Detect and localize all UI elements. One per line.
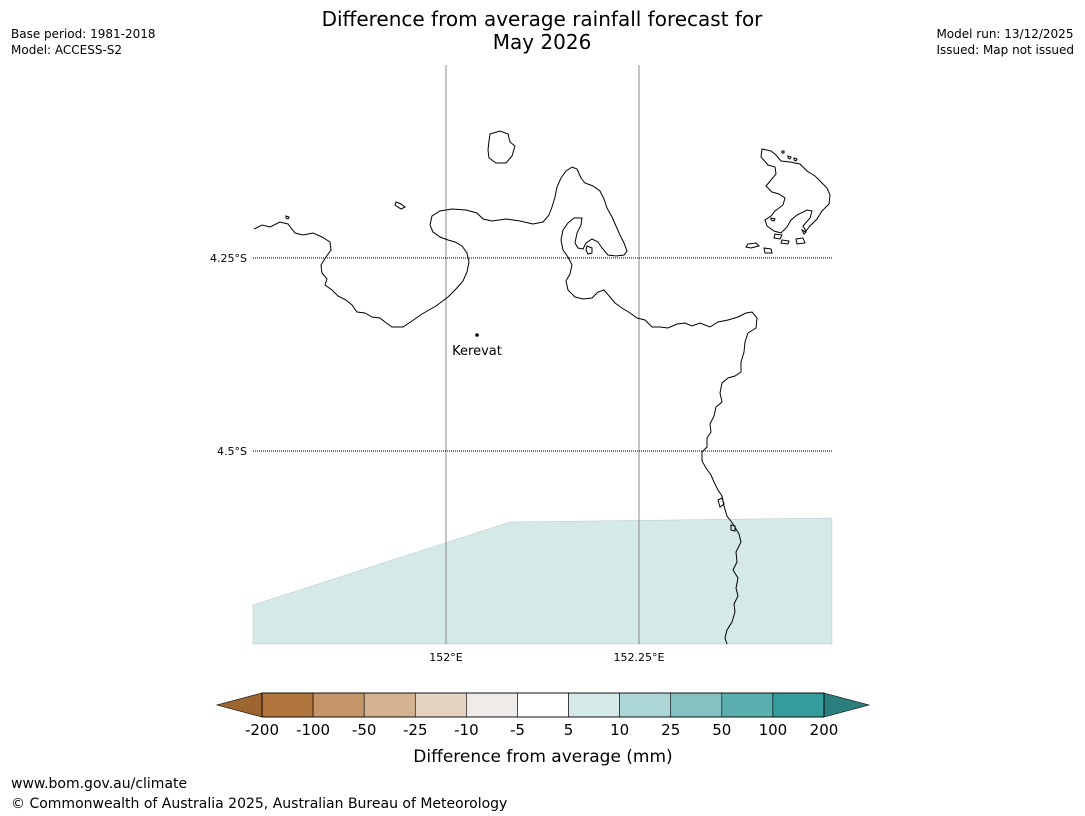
colorbar-bin bbox=[466, 692, 518, 718]
colorbar-extend-left bbox=[215, 692, 263, 718]
meta-right: Model run: 13/12/2025 Issued: Map not is… bbox=[936, 26, 1074, 58]
colorbar-ticks: -200 -100 -50 -25 -10 -5 5 10 25 50 100 200 bbox=[245, 721, 838, 739]
map-title: Difference from average rainfall forecas… bbox=[242, 8, 842, 54]
colorbar-tick-label: -200 bbox=[245, 721, 279, 739]
islet-bay bbox=[585, 245, 593, 255]
islet-tiny bbox=[285, 215, 290, 220]
colorbar-tick-label: -10 bbox=[454, 721, 479, 739]
islet-coast-2 bbox=[730, 524, 736, 532]
colorbar-bin bbox=[261, 692, 314, 718]
footer-url[interactable]: www.bom.gov.au/climate bbox=[11, 776, 188, 792]
islet-east-6 bbox=[745, 242, 760, 249]
colorbar-tick-label: -50 bbox=[352, 721, 377, 739]
colorbar-bin bbox=[414, 692, 467, 718]
colorbar-tick-label: -25 bbox=[403, 721, 428, 739]
colorbar-bin bbox=[721, 692, 774, 718]
islet-east-9 bbox=[795, 237, 806, 245]
colorbar-label: Difference from average (mm) bbox=[413, 747, 672, 767]
islet-east-4 bbox=[770, 217, 776, 222]
colorbar-bin bbox=[312, 692, 365, 718]
islet-east-5 bbox=[773, 233, 783, 240]
colorbar-frame bbox=[261, 692, 825, 718]
islet-east-8 bbox=[780, 239, 790, 245]
islet-east-2 bbox=[787, 155, 792, 160]
islet-east-10 bbox=[800, 228, 807, 235]
islet-west bbox=[394, 201, 406, 210]
colorbar-extend-right bbox=[823, 692, 871, 718]
kerevat-marker bbox=[475, 333, 479, 337]
island-east-main bbox=[760, 148, 831, 234]
footer-copyright: © Commonwealth of Australia 2025, Austra… bbox=[11, 796, 508, 812]
coastline bbox=[253, 130, 831, 645]
colorbar-bin bbox=[619, 692, 672, 718]
islet-east-1 bbox=[781, 150, 785, 154]
colorbar-bin bbox=[517, 692, 569, 718]
colorbar-bin bbox=[772, 692, 825, 718]
islet-east-3 bbox=[793, 157, 798, 162]
colorbar-tick-label: -5 bbox=[510, 721, 525, 739]
lat-label-4-5: 4.5°S bbox=[217, 445, 247, 458]
colorbar-tick-label: 200 bbox=[810, 721, 839, 739]
islet-east-7 bbox=[763, 247, 773, 254]
meta-left: Base period: 1981-2018 Model: ACCESS-S2 bbox=[11, 26, 156, 58]
kerevat-label: Kerevat bbox=[452, 344, 502, 359]
colorbar-bin bbox=[363, 692, 416, 718]
lon-label-152: 152°E bbox=[429, 651, 462, 664]
lon-label-152-25: 152.25°E bbox=[614, 651, 665, 664]
colorbar-bin bbox=[568, 692, 620, 718]
colorbar-tick-label: 25 bbox=[661, 721, 680, 739]
colorbar-bins bbox=[261, 692, 825, 718]
colorbar-tick-label: 10 bbox=[610, 721, 629, 739]
lat-label-4-25: 4.25°S bbox=[210, 252, 247, 265]
map-title-line2: May 2026 bbox=[492, 30, 592, 54]
map-title-line1: Difference from average rainfall forecas… bbox=[321, 7, 763, 31]
colorbar-bin bbox=[670, 692, 723, 718]
model-text: Model: ACCESS-S2 bbox=[11, 43, 123, 57]
base-period-text: Base period: 1981-2018 bbox=[11, 27, 156, 41]
islet-coast-1 bbox=[717, 497, 725, 508]
colorbar-tick-label: 50 bbox=[712, 721, 731, 739]
issued-text: Issued: Map not issued bbox=[936, 43, 1074, 57]
colorbar: -200 -100 -50 -25 -10 -5 5 10 25 50 100 200 Differe… bbox=[215, 692, 871, 767]
colorbar-tick-label: 100 bbox=[759, 721, 788, 739]
coastline-main bbox=[253, 166, 758, 645]
colorbar-tick-label: 5 bbox=[564, 721, 574, 739]
forecast-fill-region bbox=[252, 517, 833, 645]
island-north bbox=[487, 130, 516, 164]
model-run-text: Model run: 13/12/2025 bbox=[936, 27, 1074, 41]
colorbar-tick-label: -100 bbox=[296, 721, 330, 739]
